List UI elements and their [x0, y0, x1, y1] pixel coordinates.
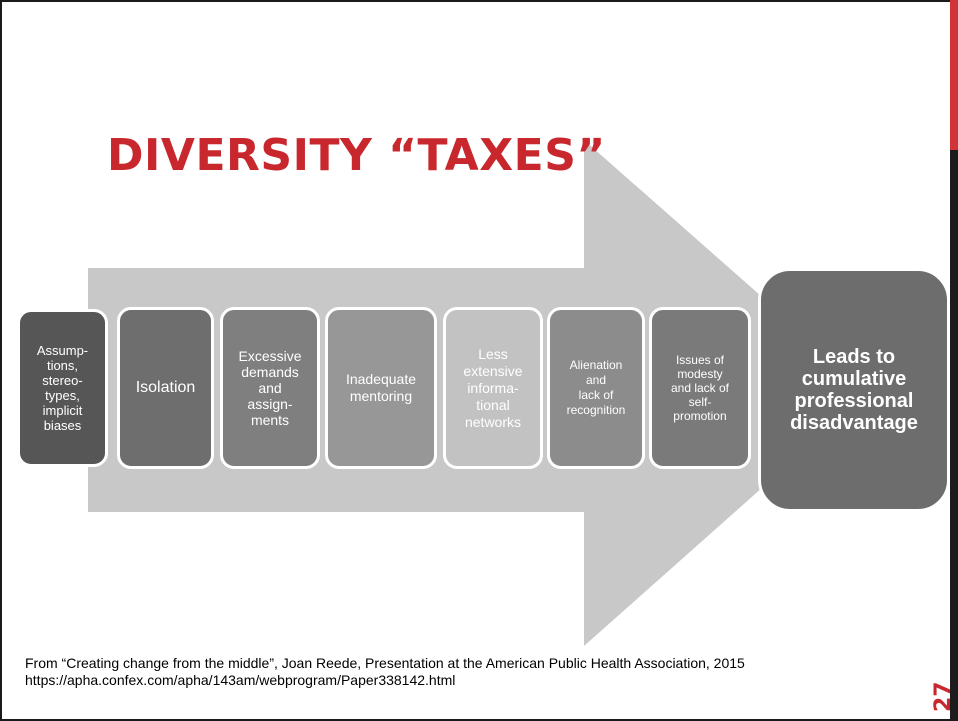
slide-edge-accent [950, 0, 958, 150]
step-label: Less extensive informa- tional networks [463, 345, 523, 430]
step-isolation: Isolation [117, 307, 214, 469]
step-modesty: Issues of modesty and lack of self- prom… [649, 307, 751, 469]
step-label: Assump- tions, stereo- types, implicit b… [36, 343, 89, 433]
step-alienation: Alienation and lack of recognition [547, 307, 645, 469]
step-excessive-demands: Excessive demands and assign- ments [220, 307, 320, 469]
step-label: Issues of modesty and lack of self- prom… [670, 353, 730, 423]
slide-title: DIVERSITY “TAXES” [107, 130, 606, 181]
step-label: Isolation [135, 379, 196, 396]
step-inadequate-mentoring: Inadequate mentoring [325, 307, 437, 469]
step-assumptions: Assump- tions, stereo- types, implicit b… [17, 309, 108, 467]
slide-edge-bar [950, 0, 958, 721]
page-number: 27 [931, 681, 956, 712]
step-label: Inadequate mentoring [345, 371, 417, 404]
result-box: Leads to cumulative professional disadva… [758, 268, 950, 512]
step-label: Excessive demands and assign- ments [238, 348, 302, 428]
step-label: Alienation and lack of recognition [566, 358, 626, 417]
result-label: Leads to cumulative professional disadva… [790, 346, 918, 434]
step-informational-networks: Less extensive informa- tional networks [443, 307, 543, 469]
citation: From “Creating change from the middle”, … [25, 655, 745, 688]
